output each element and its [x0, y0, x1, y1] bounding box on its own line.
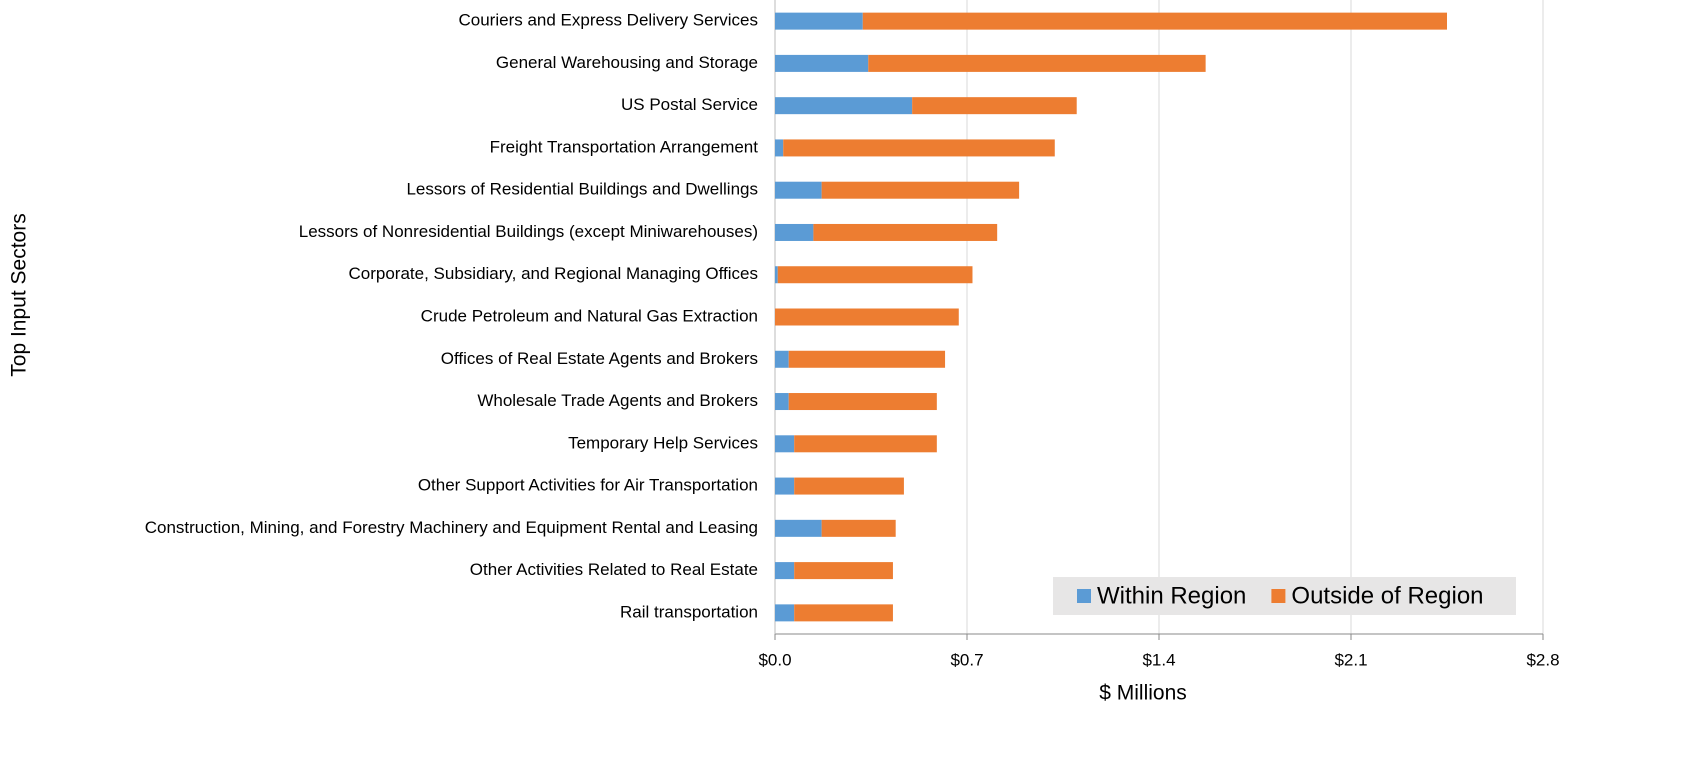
x-tick-label: $2.8 — [1526, 650, 1559, 669]
x-tick-label: $0.0 — [758, 650, 791, 669]
y-tick-label: Lessors of Residential Buildings and Dwe… — [406, 180, 758, 199]
y-tick-label: Other Activities Related to Real Estate — [470, 560, 758, 579]
bar-segment — [821, 519, 896, 537]
y-tick-label: General Warehousing and Storage — [496, 53, 758, 72]
bar-segment — [912, 97, 1077, 115]
bar-segment — [775, 519, 822, 537]
bar-segment — [775, 350, 789, 368]
y-tick-label: Wholesale Trade Agents and Brokers — [477, 391, 758, 410]
bar-segment — [821, 181, 1020, 199]
bar-segment — [775, 477, 795, 495]
y-tick-label: Rail transportation — [620, 602, 758, 621]
bar-segment — [777, 266, 973, 284]
y-tick-label: Crude Petroleum and Natural Gas Extracti… — [421, 306, 758, 325]
bar-segment — [775, 54, 869, 72]
bar-segment — [788, 393, 937, 411]
bar-segment — [775, 266, 778, 284]
bar-segment — [813, 223, 998, 241]
x-axis-title: $ Millions — [1099, 682, 1187, 705]
bar-segment — [775, 393, 789, 411]
bar-segment — [868, 54, 1206, 72]
bar-segment — [783, 139, 1055, 157]
bar-segment — [775, 139, 784, 157]
bar-segment — [862, 12, 1447, 30]
bar-segment — [794, 435, 937, 453]
x-tick-label: $1.4 — [1142, 650, 1175, 669]
y-tick-label: Temporary Help Services — [568, 433, 758, 452]
y-tick-label: US Postal Service — [621, 95, 758, 114]
y-tick-label: Lessors of Nonresidential Buildings (exc… — [299, 222, 758, 241]
bar-segment — [788, 350, 946, 368]
y-axis-title: Top Input Sectors — [8, 213, 31, 376]
legend-label: Within Region — [1097, 582, 1246, 609]
y-tick-label: Offices of Real Estate Agents and Broker… — [441, 349, 758, 368]
bar-segment — [794, 562, 893, 580]
y-tick-label: Couriers and Express Delivery Services — [459, 11, 759, 30]
bar-segment — [775, 604, 795, 622]
bar-segment — [775, 12, 863, 30]
legend-swatch — [1271, 589, 1286, 603]
y-tick-label: Corporate, Subsidiary, and Regional Mana… — [349, 264, 759, 283]
y-tick-label: Other Support Activities for Air Transpo… — [418, 476, 758, 495]
bar-segment — [775, 181, 822, 199]
legend-label: Outside of Region — [1291, 582, 1483, 609]
y-tick-label: Construction, Mining, and Forestry Machi… — [145, 518, 758, 537]
legend-swatch — [1077, 589, 1091, 603]
x-tick-label: $0.7 — [950, 650, 983, 669]
bar-segment — [775, 435, 795, 453]
x-tick-label: $2.1 — [1334, 650, 1367, 669]
bar-segment — [794, 477, 904, 495]
bar-segment — [775, 97, 913, 115]
bar-segment — [775, 562, 795, 580]
bar-segment — [775, 223, 814, 241]
y-tick-label: Freight Transportation Arrangement — [490, 137, 759, 156]
bar-segment — [794, 604, 893, 622]
bar-segment — [775, 308, 959, 326]
